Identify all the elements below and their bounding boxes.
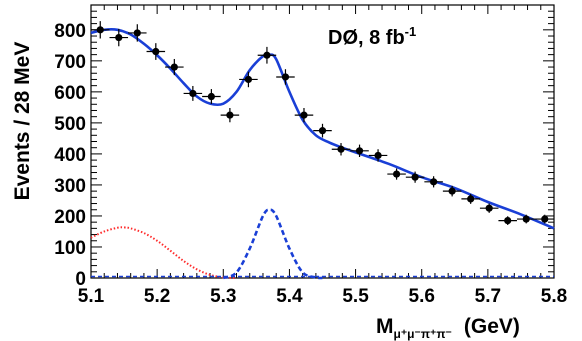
data-point bbox=[516, 214, 536, 224]
y-tick-label: 100 bbox=[54, 238, 86, 259]
y-tick-label: 0 bbox=[75, 269, 86, 290]
data-point bbox=[350, 144, 369, 158]
experiment-annotation-sup: -1 bbox=[405, 24, 417, 39]
x-tick-label: 5.2 bbox=[144, 286, 170, 307]
data-marker bbox=[189, 89, 197, 98]
y-tick-label: 200 bbox=[54, 207, 86, 228]
data-marker bbox=[96, 26, 104, 34]
data-point bbox=[461, 193, 480, 204]
data-point bbox=[257, 46, 277, 64]
data-marker bbox=[355, 147, 364, 155]
y-axis-title: Events / 28 MeV bbox=[11, 42, 34, 201]
data-marker bbox=[411, 173, 419, 181]
data-point bbox=[294, 107, 314, 123]
data-marker bbox=[467, 195, 475, 203]
data-point bbox=[202, 89, 221, 104]
experiment-annotation: DØ, 8 fb-1 bbox=[328, 24, 416, 49]
data-marker bbox=[485, 204, 493, 212]
data-point bbox=[498, 216, 517, 225]
data-point bbox=[424, 176, 443, 188]
x-tick-label: 5.4 bbox=[276, 286, 303, 307]
x-axis-title-sub: μ⁺μ⁻π⁺π⁻ bbox=[394, 327, 452, 341]
data-marker bbox=[374, 151, 382, 160]
data-point bbox=[276, 69, 295, 85]
fit-curve-signal-blue-dashed bbox=[222, 208, 323, 280]
x-tick-label: 5.8 bbox=[541, 286, 567, 307]
x-axis-title: Mμ⁺μ⁻π⁺π⁻ (GeV) bbox=[376, 315, 520, 341]
data-marker bbox=[522, 215, 530, 223]
data-marker bbox=[281, 73, 290, 81]
x-tick-label: 5.5 bbox=[342, 286, 369, 307]
fit-curves bbox=[90, 28, 555, 280]
data-marker bbox=[263, 51, 271, 59]
y-tick-label: 700 bbox=[54, 52, 86, 73]
x-tick-label: 5.6 bbox=[409, 286, 435, 307]
data-points bbox=[91, 21, 554, 225]
y-tick-label: 800 bbox=[54, 21, 86, 42]
plot-border bbox=[90, 4, 555, 279]
data-point bbox=[313, 123, 332, 138]
y-axis: 0 100 200 300 400 500 600 700 800 bbox=[54, 10, 554, 290]
data-marker bbox=[337, 145, 345, 153]
data-point bbox=[239, 71, 258, 88]
data-marker bbox=[300, 111, 308, 119]
data-point bbox=[331, 143, 351, 156]
data-marker bbox=[504, 217, 512, 225]
data-point bbox=[91, 21, 110, 39]
y-tick-label: 400 bbox=[54, 145, 86, 166]
data-point bbox=[368, 149, 388, 162]
y-tick-label: 500 bbox=[54, 114, 86, 135]
data-point bbox=[220, 107, 240, 123]
y-tick-label: 600 bbox=[54, 83, 86, 104]
data-marker bbox=[541, 215, 549, 223]
experiment-annotation-text: DØ, 8 fb bbox=[328, 27, 405, 49]
data-marker bbox=[226, 111, 234, 119]
data-marker bbox=[133, 29, 141, 37]
data-marker bbox=[170, 63, 178, 71]
y-tick-label: 300 bbox=[54, 176, 86, 197]
x-axis: 5.1 5.2 5.3 5.4 5.5 5.6 5.7 5.8 bbox=[78, 5, 567, 307]
data-point bbox=[479, 203, 499, 213]
data-point bbox=[128, 24, 147, 42]
data-point bbox=[183, 85, 203, 101]
data-point bbox=[535, 214, 554, 224]
data-marker bbox=[152, 47, 160, 56]
data-point bbox=[387, 168, 406, 180]
data-marker bbox=[448, 187, 456, 195]
data-point bbox=[442, 185, 462, 197]
x-tick-label: 5.3 bbox=[210, 286, 236, 307]
data-marker bbox=[115, 33, 123, 42]
data-marker bbox=[392, 170, 401, 178]
x-axis-title-main: M bbox=[376, 315, 394, 338]
x-axis-title-unit: (GeV) bbox=[464, 315, 520, 338]
data-point bbox=[405, 171, 425, 183]
data-point bbox=[165, 58, 184, 76]
plot-frame bbox=[90, 4, 555, 279]
data-marker bbox=[430, 178, 438, 186]
data-marker bbox=[207, 92, 215, 101]
data-marker bbox=[244, 75, 253, 84]
data-point bbox=[146, 43, 166, 60]
x-tick-label: 5.7 bbox=[475, 286, 501, 307]
data-point bbox=[109, 28, 129, 47]
data-marker bbox=[318, 127, 327, 135]
fit-curve-background-red-dotted bbox=[90, 226, 237, 279]
x-tick-label: 5.1 bbox=[78, 286, 105, 307]
